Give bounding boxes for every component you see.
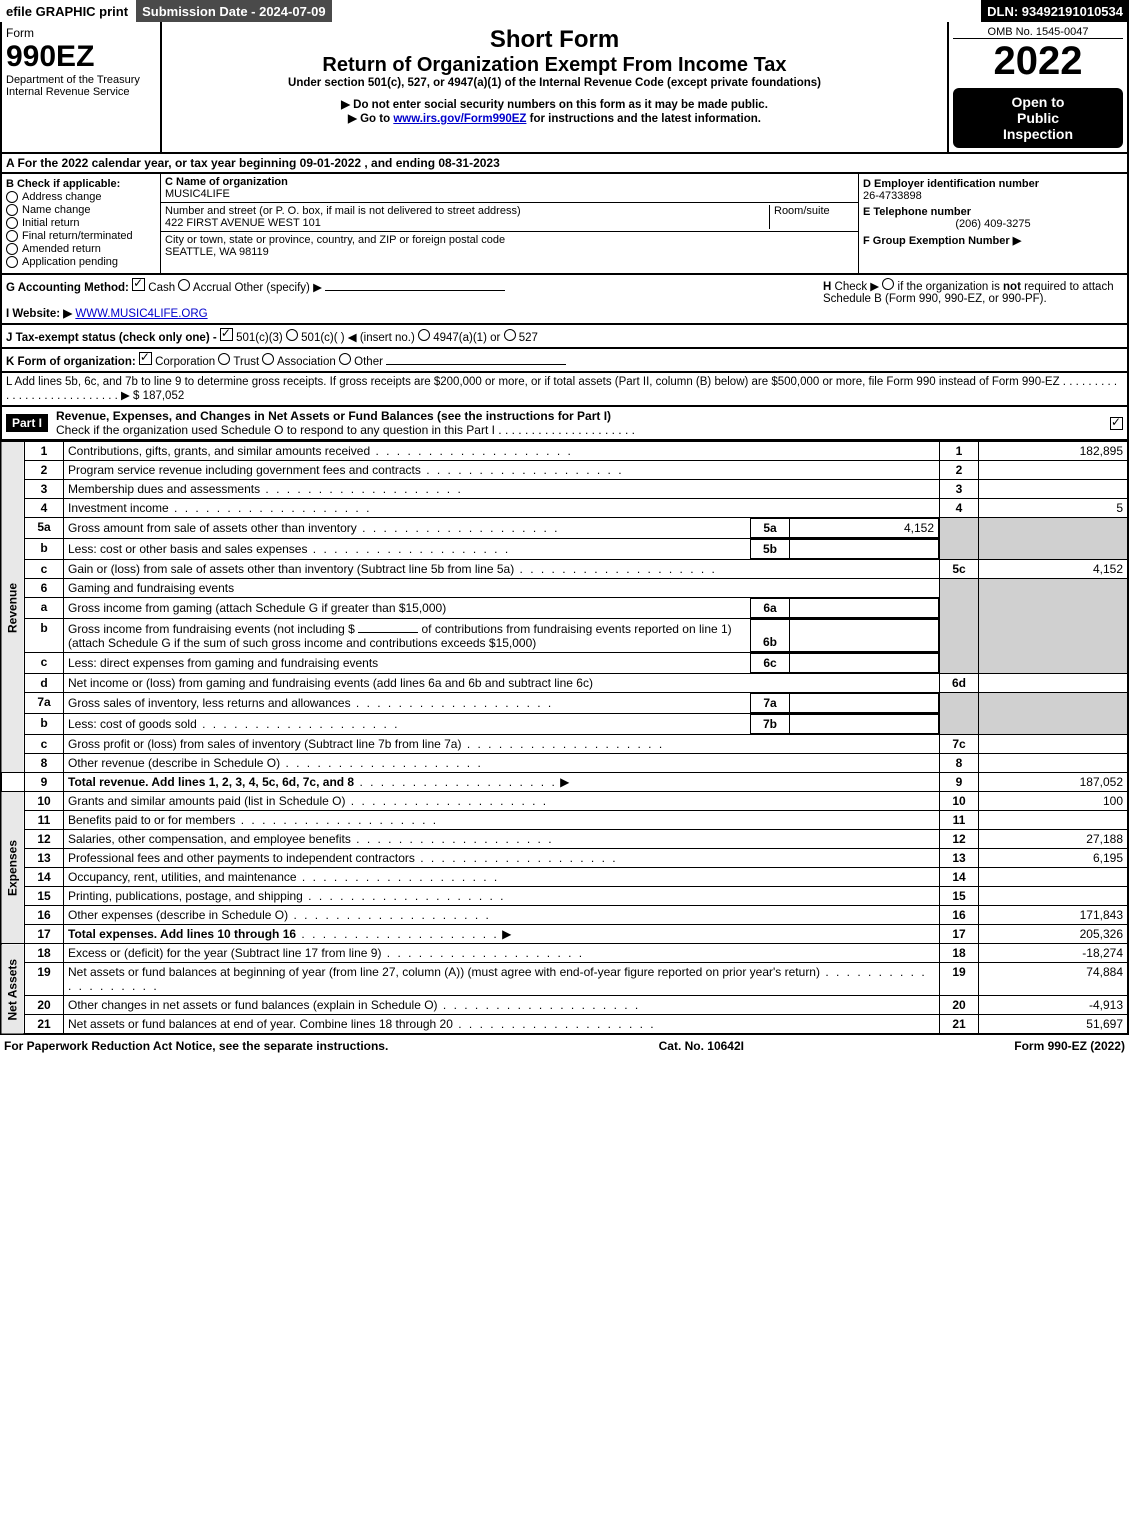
spacer bbox=[334, 0, 982, 22]
dept-treasury: Department of the Treasury bbox=[6, 74, 156, 86]
line-10-amount: 100 bbox=[979, 792, 1129, 811]
checkbox-name-change[interactable] bbox=[6, 204, 18, 216]
line-19-amount: 74,884 bbox=[979, 963, 1129, 996]
section-c-org-info: C Name of organization MUSIC4LIFE Number… bbox=[161, 174, 859, 273]
page-footer: For Paperwork Reduction Act Notice, see … bbox=[0, 1035, 1129, 1057]
line-4-amount: 5 bbox=[979, 499, 1129, 518]
checkbox-corporation[interactable] bbox=[139, 352, 152, 365]
net-assets-label: Net Assets bbox=[1, 944, 25, 1035]
revenue-label: Revenue bbox=[1, 442, 25, 773]
expenses-label: Expenses bbox=[1, 792, 25, 944]
goto-line: ▶ Go to www.irs.gov/Form990EZ for instru… bbox=[166, 111, 943, 125]
section-h: H Check ▶ if the organization is not req… bbox=[823, 278, 1123, 320]
row-gh: G Accounting Method: Cash Accrual Other … bbox=[0, 275, 1129, 325]
checkbox-501c3[interactable] bbox=[220, 328, 233, 341]
org-street: 422 FIRST AVENUE WEST 101 bbox=[165, 217, 769, 229]
line-20-amount: -4,913 bbox=[979, 996, 1129, 1015]
form-word: Form bbox=[6, 26, 156, 40]
ssn-warning: ▶ Do not enter social security numbers o… bbox=[166, 97, 943, 111]
line-16-amount: 171,843 bbox=[979, 906, 1129, 925]
info-grid: B Check if applicable: Address change Na… bbox=[0, 174, 1129, 275]
telephone: (206) 409-3275 bbox=[863, 218, 1123, 230]
form-title: Short Form bbox=[166, 26, 943, 54]
checkbox-initial-return[interactable] bbox=[6, 217, 18, 229]
line-18-amount: -18,274 bbox=[979, 944, 1129, 963]
line-5c-amount: 4,152 bbox=[979, 560, 1129, 579]
radio-trust[interactable] bbox=[218, 353, 230, 365]
part-i-header: Part I Revenue, Expenses, and Changes in… bbox=[0, 407, 1129, 441]
group-exemption: F Group Exemption Number ▶ bbox=[863, 234, 1123, 247]
section-def: D Employer identification number 26-4733… bbox=[859, 174, 1127, 273]
form-subtitle: Return of Organization Exempt From Incom… bbox=[166, 54, 943, 77]
form-version: Form 990-EZ (2022) bbox=[1014, 1039, 1125, 1053]
top-bar: efile GRAPHIC print Submission Date - 20… bbox=[0, 0, 1129, 22]
line-12-amount: 27,188 bbox=[979, 830, 1129, 849]
line-5a-value: 4,152 bbox=[790, 519, 939, 538]
line-1-amount: 182,895 bbox=[979, 442, 1129, 461]
checkbox-schedule-b[interactable] bbox=[882, 278, 894, 290]
checkbox-schedule-o-part1[interactable] bbox=[1110, 417, 1123, 430]
checkbox-final-return[interactable] bbox=[6, 230, 18, 242]
radio-association[interactable] bbox=[262, 353, 274, 365]
org-name: MUSIC4LIFE bbox=[165, 188, 854, 200]
efile-print-label[interactable]: efile GRAPHIC print bbox=[0, 0, 136, 22]
line-13-amount: 6,195 bbox=[979, 849, 1129, 868]
tax-year: 2022 bbox=[953, 39, 1123, 84]
website-link[interactable]: WWW.MUSIC4LIFE.ORG bbox=[75, 308, 207, 320]
form-number: 990EZ bbox=[6, 40, 156, 74]
radio-accrual[interactable] bbox=[178, 279, 190, 291]
paperwork-notice: For Paperwork Reduction Act Notice, see … bbox=[4, 1039, 388, 1053]
checkbox-address-change[interactable] bbox=[6, 191, 18, 203]
org-city: SEATTLE, WA 98119 bbox=[165, 246, 854, 258]
checkbox-application-pending[interactable] bbox=[6, 256, 18, 268]
omb-number: OMB No. 1545-0047 bbox=[953, 26, 1123, 39]
section-b-checkboxes: B Check if applicable: Address change Na… bbox=[2, 174, 161, 273]
gross-receipts-value: 187,052 bbox=[143, 390, 185, 402]
dln: DLN: 93492191010534 bbox=[981, 0, 1129, 22]
room-suite-label: Room/suite bbox=[769, 205, 854, 229]
irs-link[interactable]: www.irs.gov/Form990EZ bbox=[393, 113, 526, 125]
radio-4947[interactable] bbox=[418, 329, 430, 341]
dept-irs: Internal Revenue Service bbox=[6, 86, 156, 98]
radio-501c[interactable] bbox=[286, 329, 298, 341]
form-header: Form 990EZ Department of the Treasury In… bbox=[0, 22, 1129, 154]
row-j-tax-exempt: J Tax-exempt status (check only one) - 5… bbox=[0, 325, 1129, 349]
submission-date: Submission Date - 2024-07-09 bbox=[136, 0, 334, 22]
checkbox-cash[interactable] bbox=[132, 278, 145, 291]
checkbox-amended[interactable] bbox=[6, 243, 18, 255]
radio-527[interactable] bbox=[504, 329, 516, 341]
ein: 26-4733898 bbox=[863, 190, 1123, 202]
main-form-table: Revenue 1Contributions, gifts, grants, a… bbox=[0, 441, 1129, 1035]
open-to-public: Open to Public Inspection bbox=[953, 88, 1123, 148]
catalog-number: Cat. No. 10642I bbox=[659, 1039, 744, 1053]
line-17-total-expenses: 205,326 bbox=[979, 925, 1129, 944]
section-a-tax-year: A For the 2022 calendar year, or tax yea… bbox=[0, 154, 1129, 174]
line-21-amount: 51,697 bbox=[979, 1015, 1129, 1035]
row-k-form-org: K Form of organization: Corporation Trus… bbox=[0, 349, 1129, 373]
line-9-total-revenue: 187,052 bbox=[979, 773, 1129, 792]
radio-other-org[interactable] bbox=[339, 353, 351, 365]
row-l-gross-receipts: L Add lines 5b, 6c, and 7b to line 9 to … bbox=[0, 373, 1129, 407]
under-section: Under section 501(c), 527, or 4947(a)(1)… bbox=[166, 77, 943, 89]
